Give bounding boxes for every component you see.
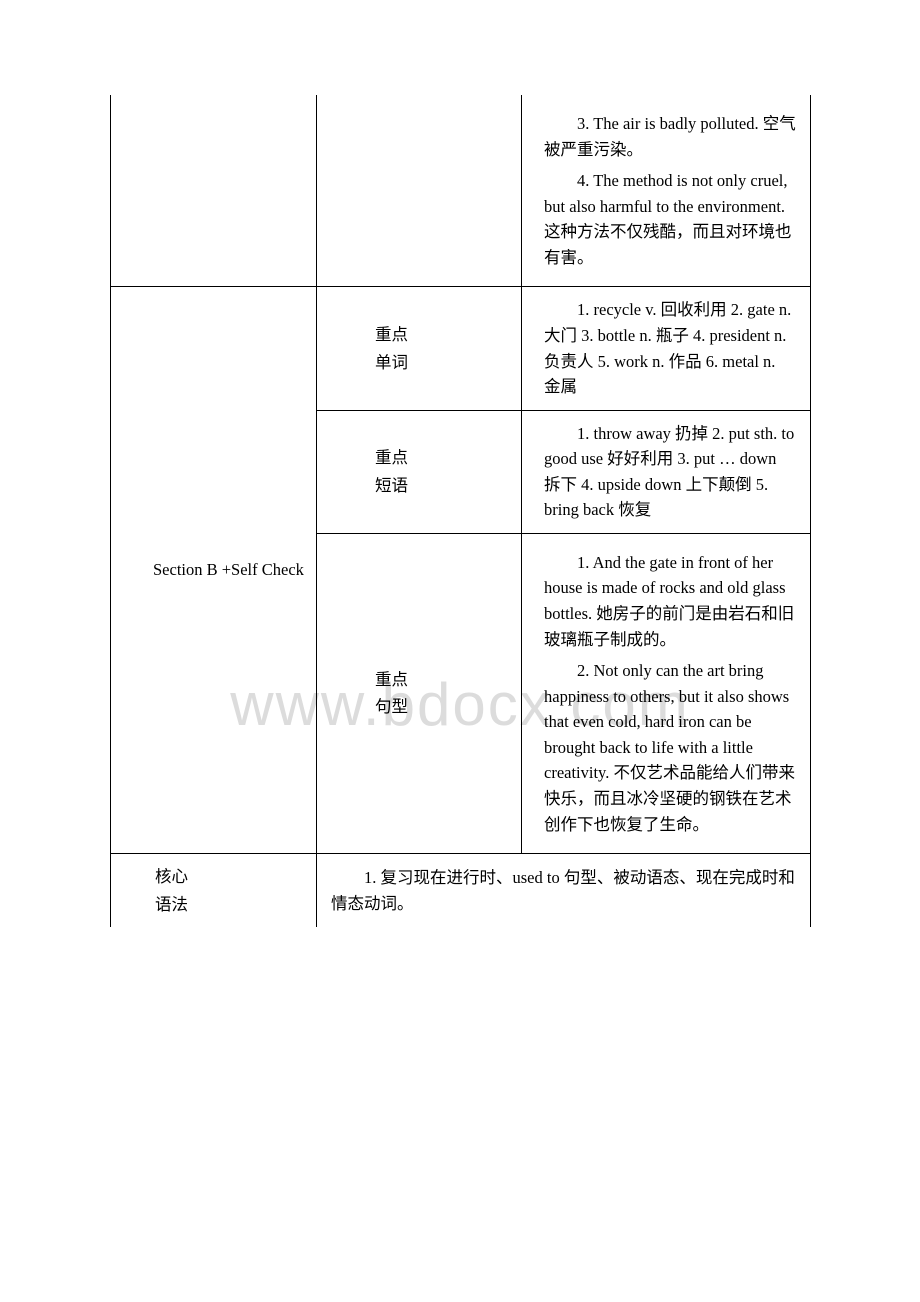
content-cell: 1. throw away 扔掉 2. put sth. to good use…: [522, 410, 811, 533]
label-cell: 重点 单词: [317, 287, 522, 410]
content-cell: 1. And the gate in front of her house is…: [522, 533, 811, 853]
page: www.bdocx.com 3. The air is badly pollut…: [0, 0, 920, 1302]
empty-cell: [317, 95, 522, 287]
label-text: 重点: [375, 322, 521, 348]
empty-cell: [111, 95, 317, 287]
content-table: 3. The air is badly polluted. 空气被严重污染。 4…: [110, 95, 811, 927]
sentence-text: 3. The air is badly polluted. 空气被严重污染。: [544, 111, 796, 162]
sentence-text: 4. The method is not only cruel, but als…: [544, 168, 796, 270]
label-text: 单词: [375, 350, 521, 376]
label-cell: 重点 短语: [317, 410, 522, 533]
section-title-cell: Section B +Self Check: [111, 287, 317, 854]
label-text: 短语: [375, 473, 521, 499]
table-row: 3. The air is badly polluted. 空气被严重污染。 4…: [111, 95, 811, 287]
label-text: 核心: [155, 864, 316, 890]
label-cell: 重点 句型: [317, 533, 522, 853]
label-text: 重点: [375, 445, 521, 471]
label-text: 重点: [375, 667, 521, 693]
content-cell: 1. recycle v. 回收利用 2. gate n. 大门 3. bott…: [522, 287, 811, 410]
label-text: 句型: [375, 694, 521, 720]
table-row: Section B +Self Check 重点 单词 1. recycle v…: [111, 287, 811, 410]
section-title: Section B +Self Check: [125, 557, 304, 583]
content-cell: 1. 复习现在进行时、used to 句型、被动语态、现在完成时和情态动词。: [317, 854, 811, 928]
label-cell: 核心 语法: [111, 854, 317, 928]
table-row: 核心 语法 1. 复习现在进行时、used to 句型、被动语态、现在完成时和情…: [111, 854, 811, 928]
sentence-cell: 3. The air is badly polluted. 空气被严重污染。 4…: [522, 95, 811, 287]
grammar-content: 1. 复习现在进行时、used to 句型、被动语态、现在完成时和情态动词。: [331, 865, 798, 916]
phrases-content: 1. throw away 扔掉 2. put sth. to good use…: [544, 421, 796, 523]
words-content: 1. recycle v. 回收利用 2. gate n. 大门 3. bott…: [544, 297, 796, 399]
sentence-text: 2. Not only can the art bring happiness …: [544, 658, 796, 837]
sentence-text: 1. And the gate in front of her house is…: [544, 550, 796, 652]
label-text: 语法: [155, 892, 316, 918]
